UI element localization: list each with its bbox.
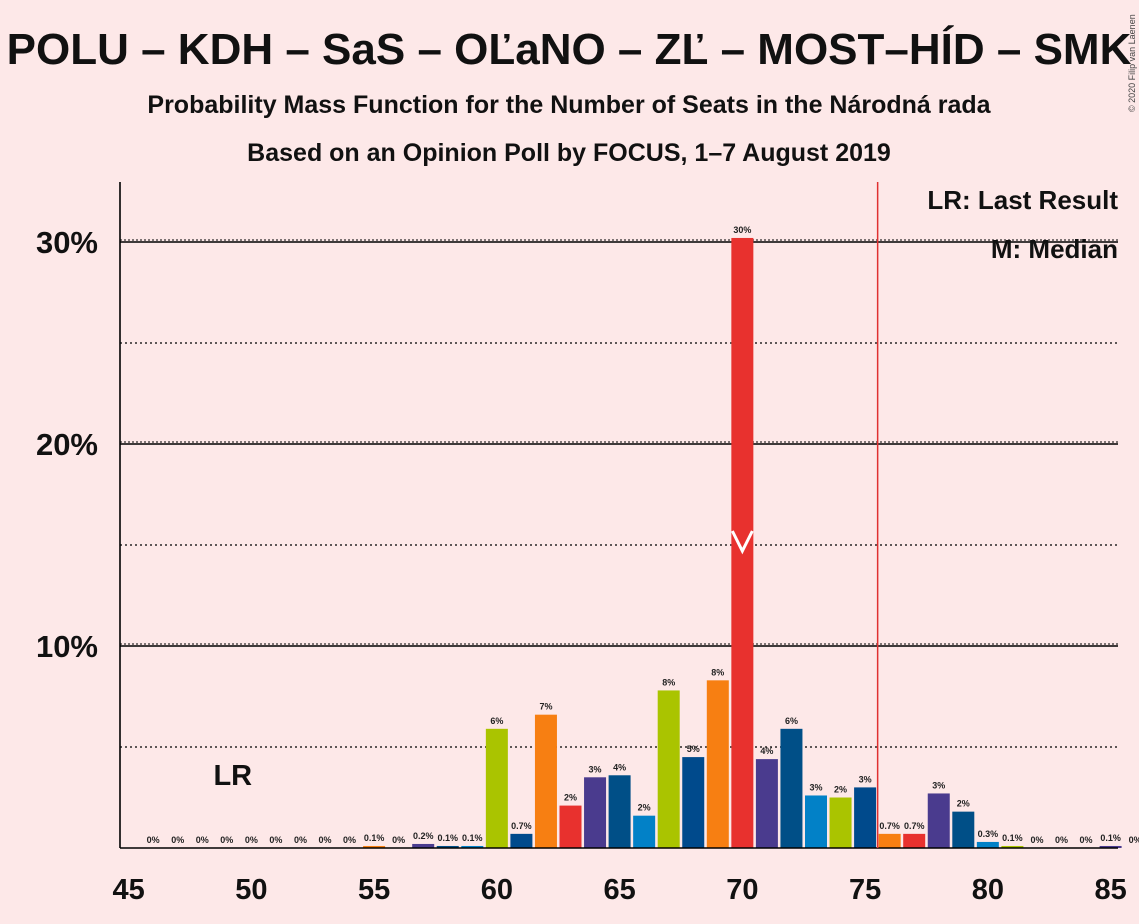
bar-value-label: 5% [687,744,700,754]
bar-value-label: 8% [711,667,724,677]
bar-value-label: 0% [1030,835,1043,845]
bar-value-label: 0.3% [978,829,999,839]
chart-subtitle: Probability Mass Function for the Number… [147,91,991,119]
y-tick-label: 10% [36,629,98,664]
bar [829,797,852,848]
bar-value-label: 0% [1080,835,1093,845]
bar-value-label: 0.1% [364,833,385,843]
gridlines [120,239,1118,748]
bar-value-label: 30% [733,225,751,235]
bar-value-label: 0% [343,835,356,845]
x-tick-label: 85 [1094,874,1126,906]
bar-value-label: 3% [932,780,945,790]
x-tick-label: 80 [972,874,1004,906]
bar-value-label: 0.1% [1002,833,1023,843]
bar [510,833,533,848]
bar-value-label: 4% [613,762,626,772]
y-tick-label: 20% [36,427,98,462]
bar [755,759,778,848]
x-tick-label: 70 [726,874,758,906]
x-tick-label: 50 [235,874,267,906]
chart-source: Based on an Opinion Poll by FOCUS, 1–7 A… [247,139,891,167]
bar-value-label: 0% [245,835,258,845]
bar-value-label: 2% [834,785,847,795]
legend-last-result: LR: Last Result [927,185,1118,215]
bar-value-label: 6% [785,716,798,726]
bar [584,777,607,848]
bar [952,811,975,848]
chart-title: POLU – KDH – SaS – OĽaNO – ZĽ – MOST–HÍD… [7,24,1132,74]
bar-value-label: 3% [589,764,602,774]
bar-value-label: 0.1% [462,833,483,843]
x-tick-label: 45 [112,874,144,906]
bar [1001,845,1024,848]
bar-value-label: 0.7% [879,821,900,831]
bar [1099,845,1122,848]
copyright-notice: © 2020 Filip van Laenen [1127,14,1137,112]
bar [436,845,459,848]
y-tick-labels: 10% 20% 30% [36,225,98,664]
axes [119,182,1118,849]
bar-value-label: 0% [269,835,282,845]
bar-value-label: 0% [318,835,331,845]
bar-value-label: 0% [294,835,307,845]
bar [633,815,656,848]
bar [903,833,926,848]
x-tick-labels: 45 50 55 60 65 70 75 80 85 [112,874,1126,906]
bar-value-label: 8% [662,677,675,687]
last-result-label: LR [213,760,252,792]
bar [608,775,631,848]
bar-value-label: 6% [490,716,503,726]
bar [706,680,729,848]
bar-value-label: 2% [957,799,970,809]
bar [854,787,877,848]
x-tick-label: 75 [849,874,881,906]
bar-value-label: 3% [859,774,872,784]
bar-value-label: 2% [638,803,651,813]
bar-value-label: 2% [564,793,577,803]
x-tick-label: 60 [481,874,513,906]
bar-value-label: 0% [220,835,233,845]
bar [805,795,827,848]
bar [461,845,484,848]
bar-value-label: 0% [147,835,160,845]
bar-value-label: 0% [196,835,209,845]
bars [363,237,1122,848]
median-marker [731,530,754,555]
bar-value-label: 7% [539,702,552,712]
bar [927,793,950,848]
x-tick-label: 55 [358,874,390,906]
bar [559,805,582,848]
bar [534,714,557,848]
bar [780,728,803,848]
bar [878,833,901,848]
legend-median: M: Median [991,234,1118,264]
bar-value-label: 3% [809,782,822,792]
bar-value-label: 0% [171,835,184,845]
bar-labels: 0% 0% 0% 0% 0% 0% 0% 0% 0% 0.1% 0% 0.2% 0.1% 0.1%6%0.… [147,225,1139,845]
y-tick-label: 30% [36,225,98,260]
bar [731,237,754,848]
bar [682,757,705,848]
bar [657,690,680,848]
x-tick-label: 65 [603,874,635,906]
bar-value-label: 0.1% [1100,833,1121,843]
bar-value-label: 0% [392,835,405,845]
bar-value-label: 0.2% [413,831,434,841]
bar-value-label: 4% [760,746,773,756]
bar-value-label: 0.1% [437,833,458,843]
bar-value-label: 0% [1055,835,1068,845]
bar-value-label: 0% [1129,835,1139,845]
bar-value-label: 0.7% [511,821,532,831]
bar [363,845,386,848]
bar-value-label: 0.7% [904,821,925,831]
bar [485,728,508,848]
bar [976,841,999,848]
bar [412,843,435,848]
